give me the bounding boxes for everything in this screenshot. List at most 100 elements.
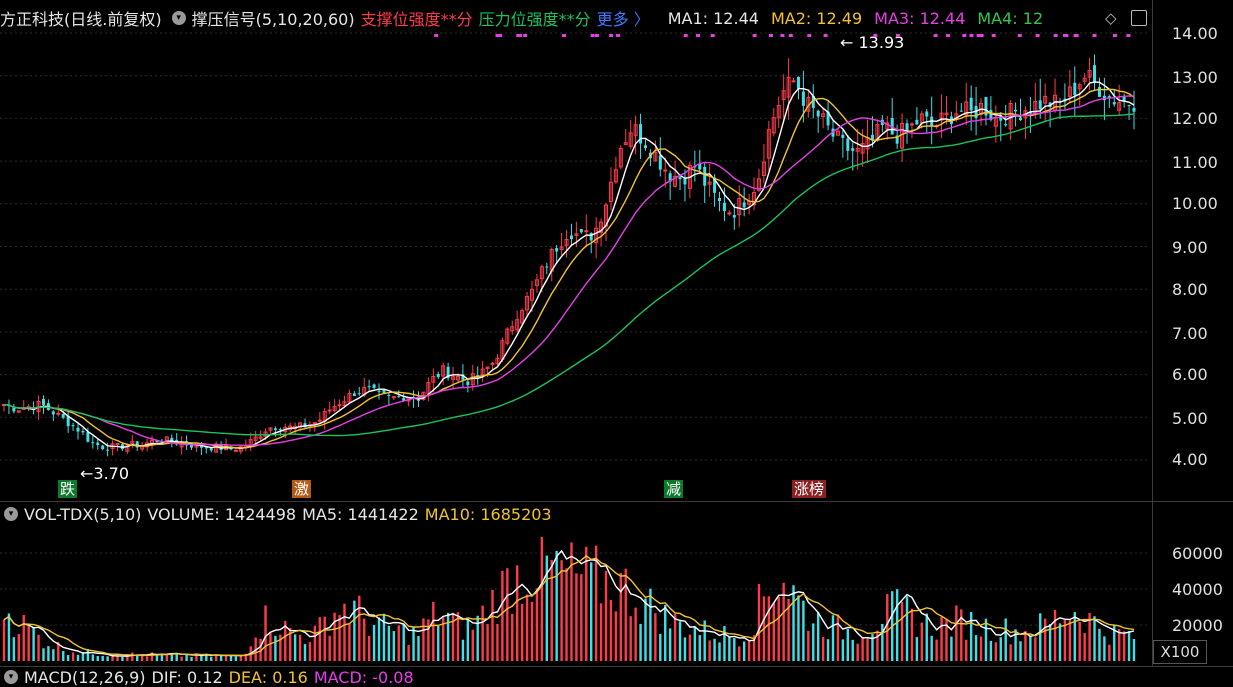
volume-bar [200,655,203,661]
candle-body [441,365,446,377]
volume-bar [520,603,524,661]
volume-tick: 40000 [1172,580,1223,599]
volume-bar [180,656,183,661]
volume-bar [1083,633,1086,661]
chevron-down-icon[interactable]: ▾ [171,11,186,25]
signal-dot [1035,34,1040,37]
candle-body [989,110,993,120]
volume-bar [668,628,672,661]
volume-bar [575,573,578,661]
candle-body [515,319,520,331]
volume-bar [126,656,129,661]
volume-bar [42,648,45,661]
volume-bar [935,639,938,661]
volume-bar [905,596,909,661]
candle-body [1122,96,1126,102]
volume-bar [461,639,465,661]
ma3-value: MA3: 12.44 [874,8,966,28]
candle-body [1038,100,1042,110]
volume-unit-button[interactable]: X100 [1153,640,1207,664]
volume-bar [525,594,529,661]
volume-bar [160,653,164,661]
candle-body [1043,95,1048,104]
price-volume-divider [0,501,1233,502]
signal-dot [788,34,793,37]
more-link[interactable]: 更多 〉 [596,10,650,29]
stock-title[interactable]: 方正科技(日线.前复权) [0,10,162,29]
candle-body [658,155,662,170]
volume-bar [693,626,697,661]
volume-indicator-name[interactable]: VOL-TDX(5,10) [24,504,142,524]
volume-bar [1098,628,1101,661]
signal-dot [710,34,715,37]
stock-chart-canvas[interactable]: ← 13.93 ←3.70 [0,0,1153,666]
signal-dot [1092,34,1097,37]
candle-body [451,376,456,380]
volume-tick: 20000 [1172,616,1223,635]
volume-bar [703,620,706,661]
candle-body [628,132,633,147]
volume-bar [131,652,134,661]
diamond-icon[interactable]: ◇ [1105,9,1117,27]
candle-body [742,202,746,208]
candle-body [71,425,75,427]
candle-body [846,138,850,151]
volume-bar [530,601,534,661]
candle-body [1067,86,1072,97]
candle-body [1132,108,1136,112]
candle-body [698,163,702,170]
volume-bar [1043,618,1047,661]
volume-bar [1103,636,1106,661]
candle-body [939,112,944,121]
volume-bar [718,642,721,661]
chart-header: 方正科技(日线.前复权) ▾ 撑压信号(5,10,20,60) 支撑位强度**分… [0,6,1049,30]
panel-toggle-icon[interactable] [1131,10,1147,26]
indicator-name[interactable]: 撑压信号(5,10,20,60) [191,10,355,29]
volume-bar [1127,631,1131,661]
candle-body [312,422,317,425]
volume-bar [555,550,558,661]
candle-body [155,440,159,443]
volume-bar [323,616,326,661]
signal-tag-fall[interactable]: 跌 [58,480,78,498]
candle-body [713,177,717,193]
volume-bar [348,623,351,661]
volume-bar [565,568,568,661]
candle-body [446,366,450,379]
candle-body [559,246,564,250]
signal-tag-reduce[interactable]: 减 [664,480,684,498]
volume-bar [466,619,470,661]
volume-bar [491,589,494,661]
candle-body [170,437,174,442]
volume-bar [836,614,840,661]
volume-bar [856,643,859,661]
signal-dot [752,34,757,37]
signal-dot [590,34,595,37]
signal-dot [1112,34,1117,37]
signal-tag-top-gainers[interactable]: 涨榜 [792,480,827,498]
candle-body [1117,102,1122,111]
candle-body [851,148,855,151]
volume-bar [106,656,109,661]
volume-bar [683,637,687,661]
macd-indicator-name[interactable]: MACD(12,26,9) [24,667,146,687]
volume-bar [757,584,761,661]
volume-bar [590,562,593,661]
volume-bar [644,598,647,661]
signal-dot [979,34,984,37]
volume-bar [224,655,228,661]
candle-body [278,429,282,431]
volume-bar [861,637,864,661]
signal-tag-surge[interactable]: 激 [292,480,312,498]
chevron-down-icon[interactable]: ▾ [4,670,18,684]
volume-bar [210,656,213,661]
candle-body [529,288,534,301]
volume-bar [915,637,919,661]
volume-bar [298,634,302,661]
volume-bar [629,616,632,661]
volume-bar [71,652,75,661]
volume-bar [570,542,573,661]
chevron-down-icon[interactable]: ▾ [4,507,18,521]
candle-body [510,326,515,332]
candle-body [816,110,820,117]
